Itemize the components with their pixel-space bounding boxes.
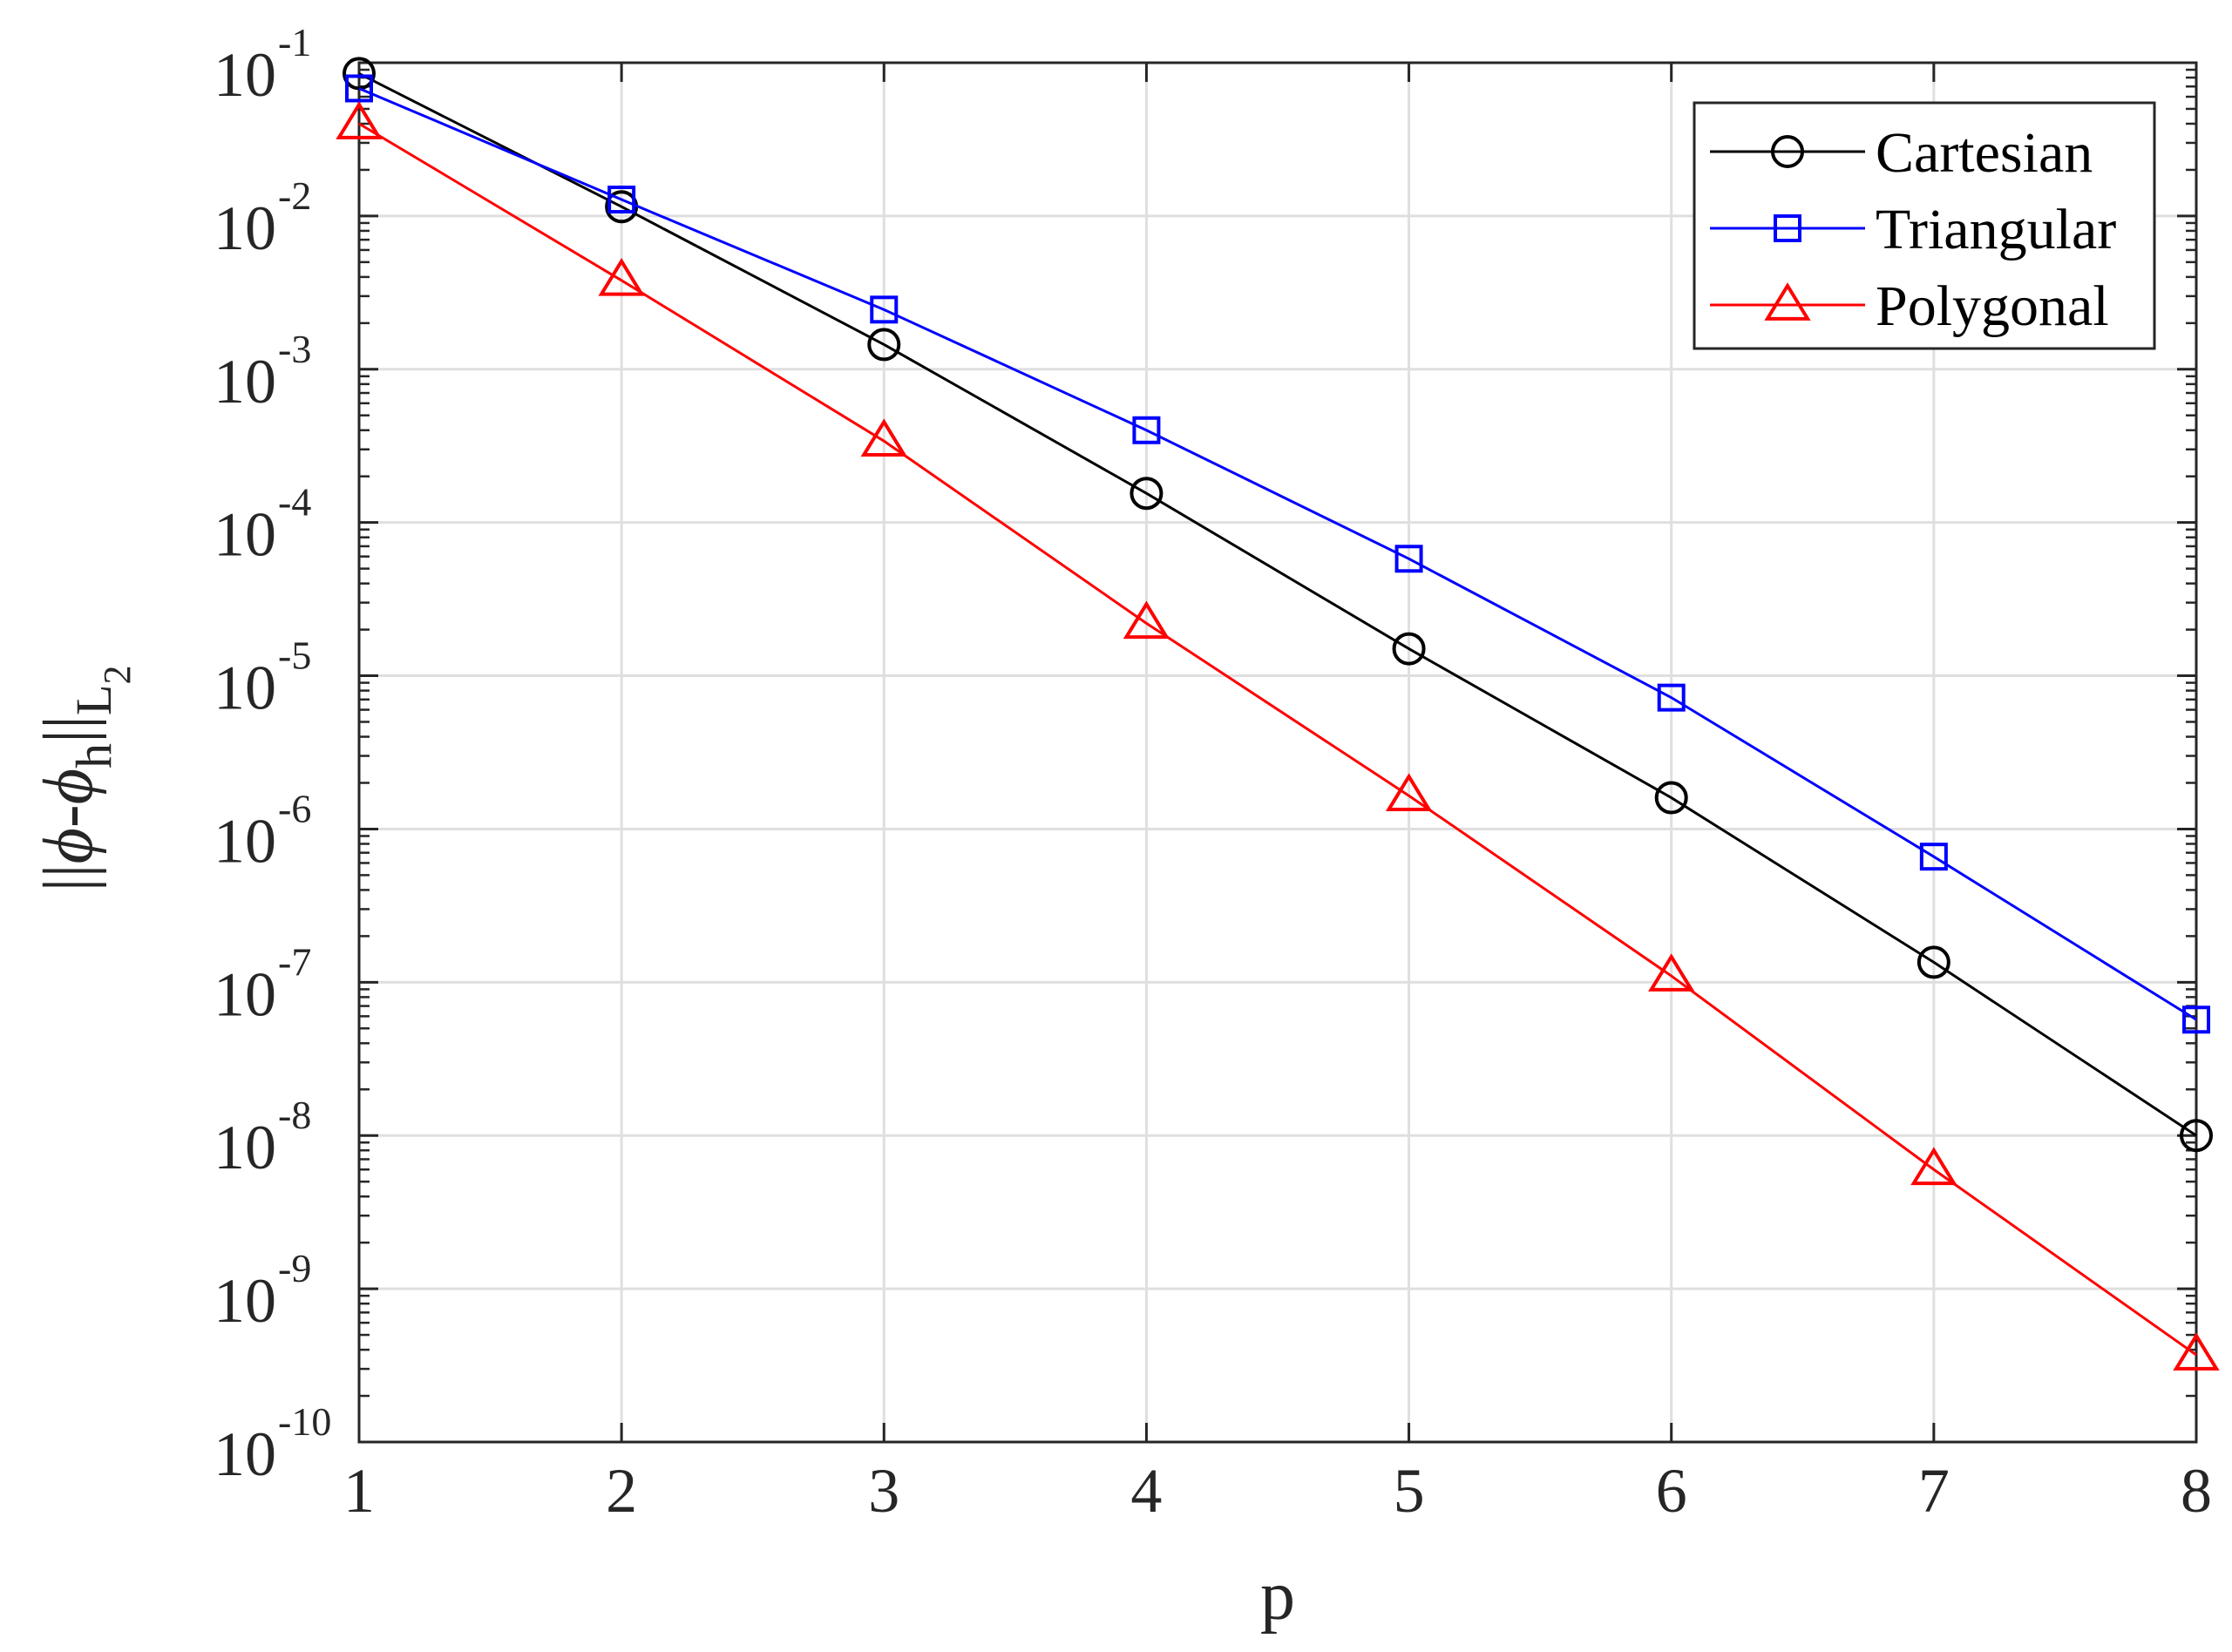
y-tick-label: 10 -2 [214,173,311,263]
y-tick-base: 10 [214,193,276,263]
series-triangular [345,74,2210,1034]
y-tick-exponent: -2 [278,173,311,218]
x-tick-label: 4 [1130,1456,1162,1526]
data-point-cartesian [1392,632,1426,666]
data-point-cartesian [343,57,376,91]
series-polygonal [336,101,2220,1371]
y-tick-base: 10 [214,1113,276,1182]
x-tick-label: 3 [868,1456,899,1526]
y-tick-base: 10 [214,347,276,416]
data-point-cartesian [867,328,901,362]
plot-area-frame [357,61,2198,1444]
y-tick-base: 10 [214,806,276,876]
legend-entry-cartesian: Cartesian [1710,121,2093,185]
data-point-cartesian [1654,781,1688,815]
data-point-cartesian [1917,945,1950,979]
y-tick-label: 10 -3 [214,327,311,416]
data-point-cartesian [1130,477,1163,511]
data-point-polygonal [336,101,383,139]
legend-label-triangular: Triangular [1876,198,2116,261]
y-axis-title-part: L [65,685,122,715]
y-axis-title-part: || [31,715,107,743]
data-point-triangular [870,295,899,324]
data-point-polygonal [860,418,907,457]
legend-label-cartesian: Cartesian [1876,121,2093,185]
y-tick-exponent: -9 [278,1246,311,1290]
data-point-polygonal [2173,1332,2220,1371]
y-tick-exponent: -8 [278,1093,311,1137]
y-tick-base: 10 [214,1266,276,1336]
series-line-triangular [358,87,2197,1021]
data-point-triangular [607,186,636,214]
legend-entry-triangular: Triangular [1710,198,2116,261]
x-tick-labels: 1 2 3 4 5 6 7 8 [343,1456,2212,1526]
data-point-polygonal [1385,773,1433,812]
legend-label-polygonal: Polygonal [1876,274,2109,338]
y-tick-label: 10 -9 [214,1246,311,1336]
y-tick-exponent: -10 [278,1399,331,1444]
y-axis-title-part: ϕ [31,828,107,863]
data-point-triangular [2182,1005,2210,1034]
y-tick-exponent: -5 [278,633,311,678]
y-tick-base: 10 [214,959,276,1029]
x-tick-label: 1 [343,1456,375,1526]
legend-marker-polygonal [1764,282,1811,321]
data-point-triangular [1394,545,1423,573]
data-point-polygonal [1910,1147,1957,1186]
x-tick-label: 7 [1918,1456,1950,1526]
data-point-polygonal [1648,953,1695,992]
legend: Cartesian Triangular Polygonal [1693,101,2156,350]
y-tick-label: 10 -1 [214,20,311,110]
data-point-triangular [1657,683,1686,712]
data-point-triangular [1919,843,1948,871]
y-tick-base: 10 [214,1419,276,1489]
axes [357,61,2198,1444]
x-tick-label: 5 [1394,1456,1425,1526]
series-line-polygonal [358,122,2197,1357]
y-tick-exponent: -4 [278,480,311,525]
y-axis-title-part: - [31,804,107,828]
x-tick-label: 8 [2181,1456,2212,1526]
x-axis-title: p [1260,1558,1295,1635]
y-tick-label: 10 -8 [214,1093,311,1182]
data-point-triangular [1132,416,1161,444]
y-tick-label: 10 -4 [214,480,311,570]
y-tick-label: 10 -6 [214,786,311,876]
data-point-polygonal [1123,600,1170,640]
y-axis-title: ||ϕ-ϕh||L2 [31,666,139,892]
y-tick-exponent: -1 [278,20,311,64]
y-tick-base: 10 [214,40,276,110]
y-tick-label: 10 -10 [214,1399,331,1489]
legend-entry-polygonal: Polygonal [1710,274,2109,338]
y-axis-title-part: h [65,743,122,768]
x-tick-label: 6 [1656,1456,1687,1526]
plot-series [336,57,2220,1371]
data-point-polygonal [598,257,645,296]
y-tick-exponent: -3 [278,327,311,371]
series-line-cartesian [358,72,2197,1137]
y-tick-base: 10 [214,653,276,723]
y-tick-base: 10 [214,500,276,570]
legend-marker-triangular [1774,214,1801,242]
data-point-triangular [345,74,373,103]
x-tick-label: 2 [606,1456,637,1526]
y-axis-title-part: 2 [96,666,139,685]
y-tick-label: 10 -5 [214,633,311,723]
y-axis-title-part: || [31,863,107,891]
y-tick-label: 10 -7 [214,939,311,1029]
y-tick-exponent: -6 [278,786,311,830]
legend-box [1693,101,2156,350]
y-tick-exponent: -7 [278,939,311,984]
data-point-cartesian [2180,1119,2213,1153]
y-axis-title-part: ϕ [31,768,107,804]
legend-marker-cartesian [1771,135,1804,168]
